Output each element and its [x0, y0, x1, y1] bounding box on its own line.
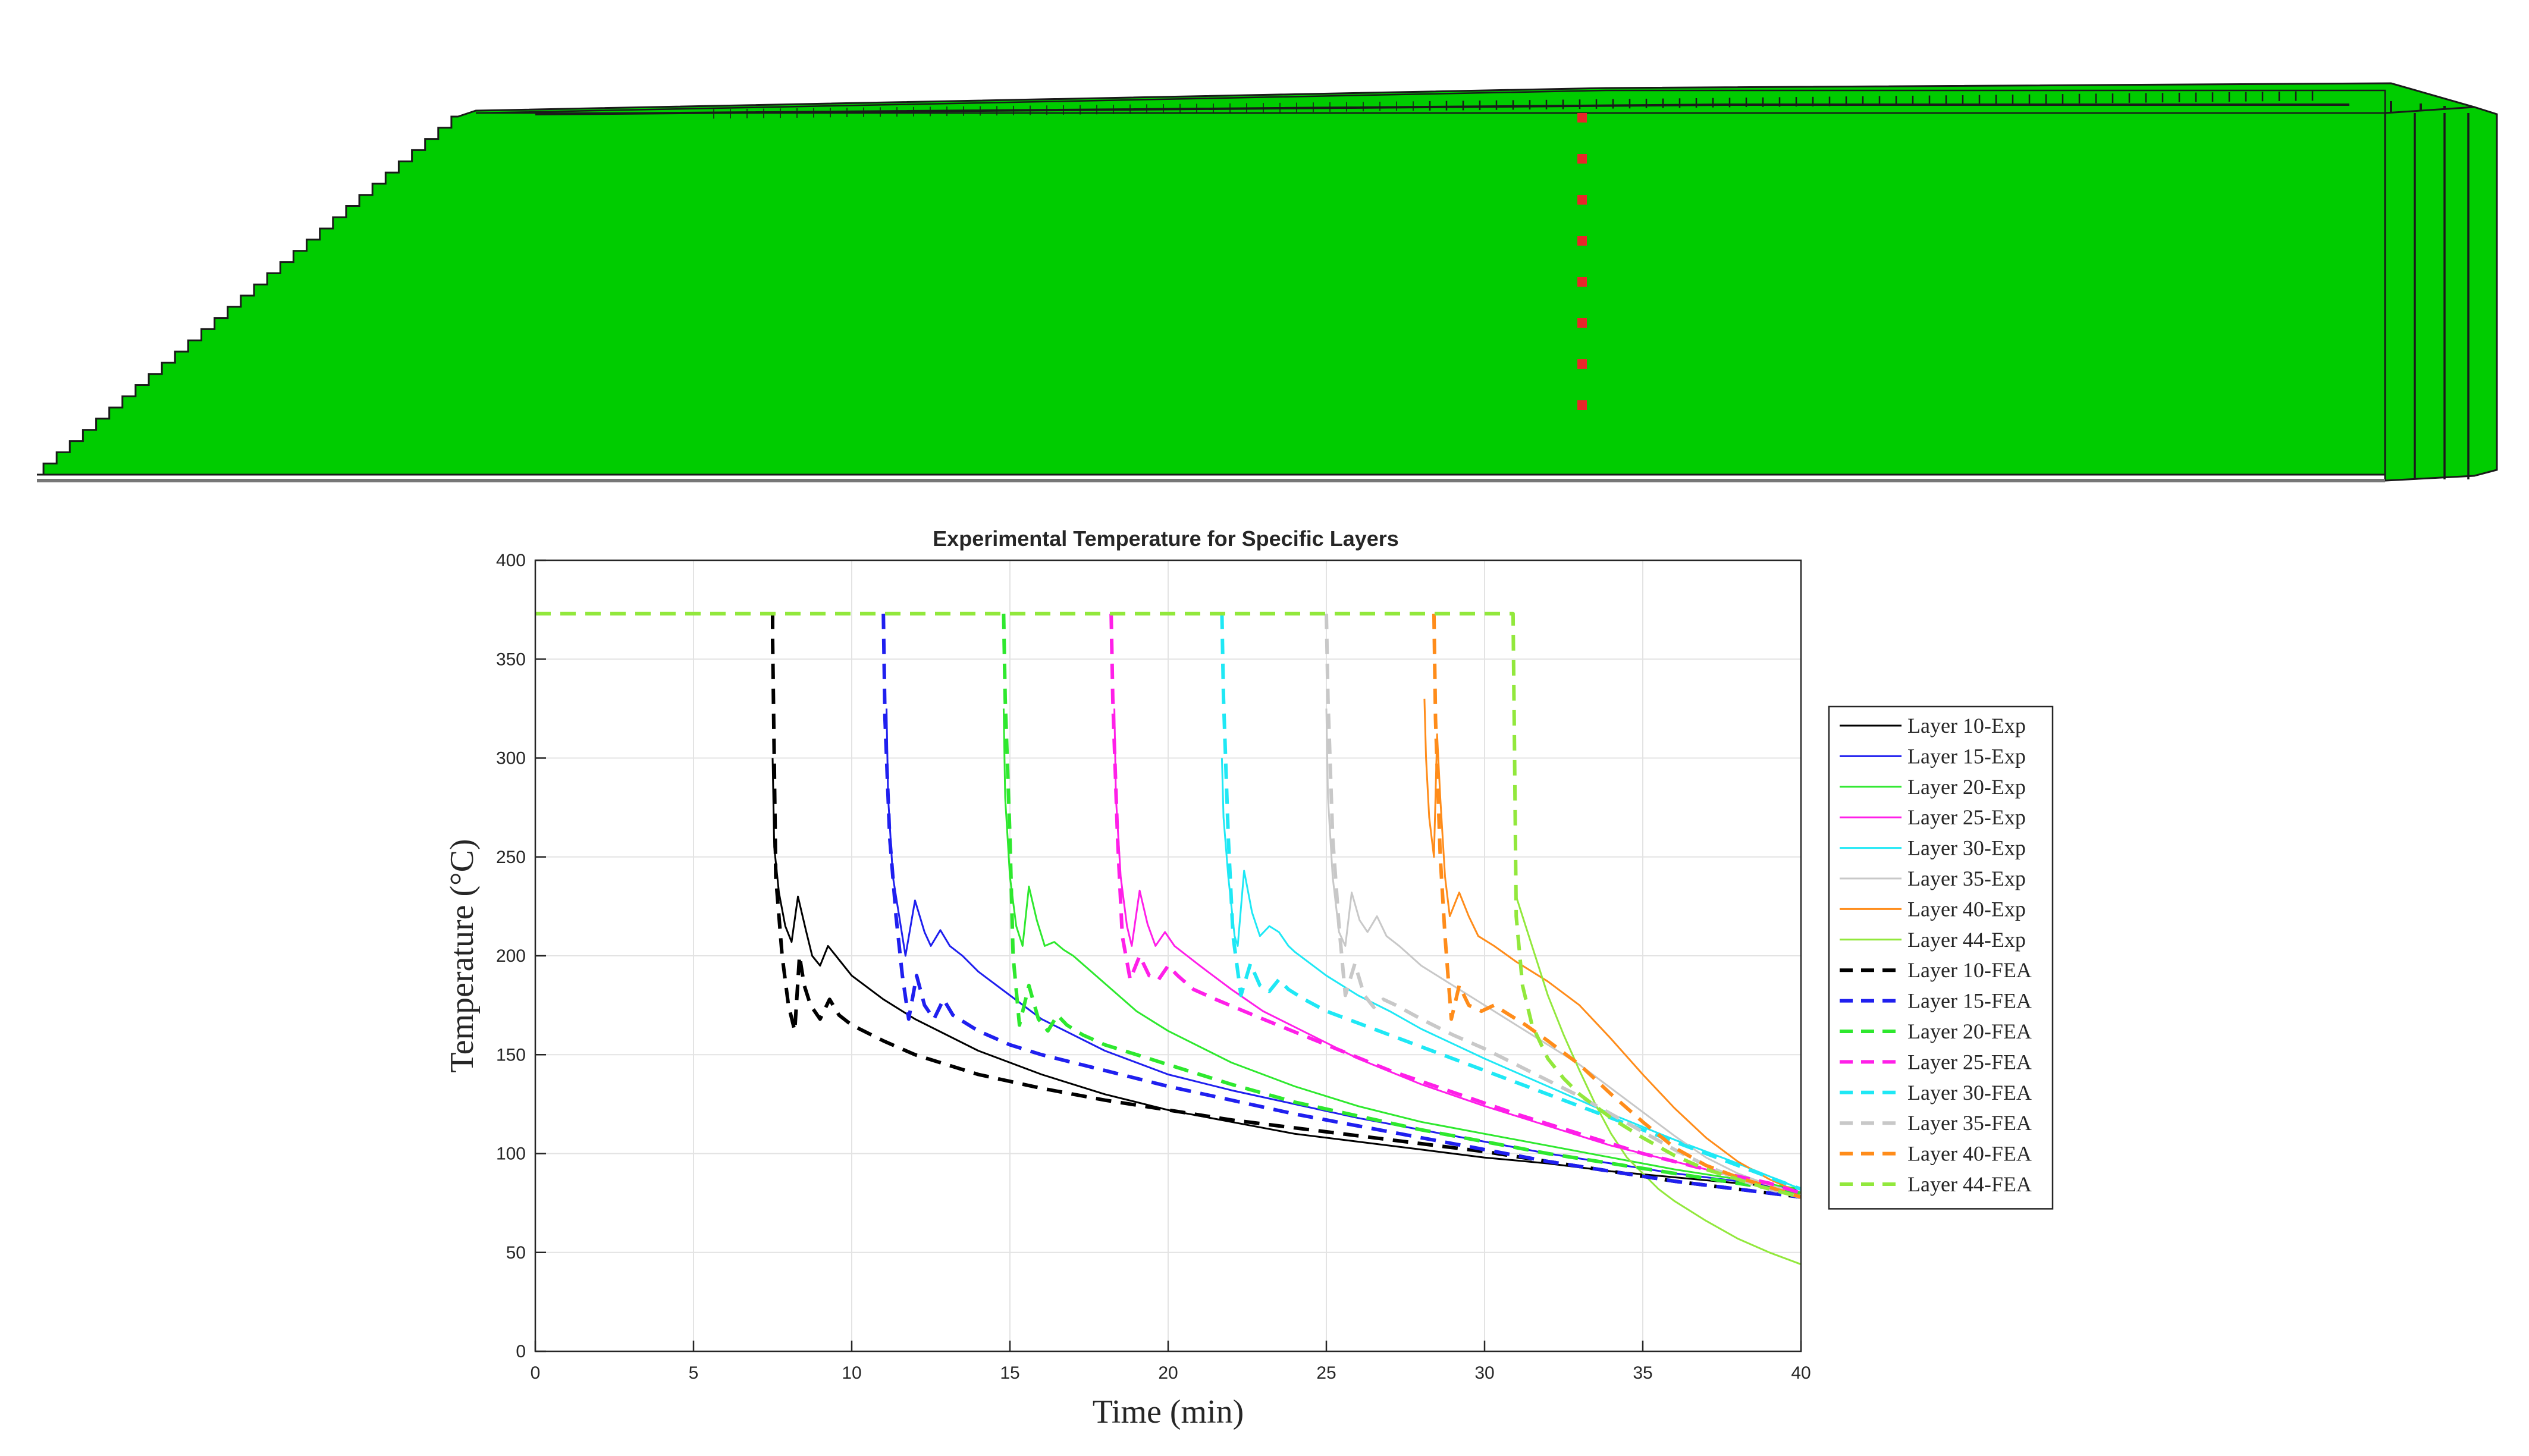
- y-tick-label: 250: [496, 848, 526, 867]
- y-tick-label: 100: [496, 1144, 526, 1164]
- y-tick-label: 50: [506, 1243, 526, 1263]
- y-tick-label: 200: [496, 946, 526, 966]
- series-line-layer-30-exp: [1220, 758, 1802, 1190]
- legend-entry-label: Layer 40-FEA: [1907, 1142, 2032, 1166]
- finite-element-model: [37, 82, 2498, 482]
- legend-entry-label: Layer 44-FEA: [1907, 1172, 2032, 1196]
- legend-entry-label: Layer 20-Exp: [1907, 775, 2026, 799]
- x-tick-label: 35: [1633, 1363, 1652, 1383]
- thermocouple-marker: [1577, 195, 1587, 205]
- legend-entry-label: Layer 15-Exp: [1907, 744, 2026, 768]
- legend-entry-label: Layer 15-FEA: [1907, 989, 2032, 1013]
- legend-entry-label: Layer 25-Exp: [1907, 805, 2026, 829]
- x-tick-label: 30: [1474, 1363, 1494, 1383]
- series-line-layer-40-exp: [1423, 698, 1802, 1194]
- legend: Layer 10-Exp Layer 15-Exp Layer 20-Exp Laye…: [1828, 705, 2054, 1210]
- thermocouple-markers: [1577, 113, 1587, 410]
- x-tick-label: 10: [842, 1363, 861, 1383]
- model-top-edge: [535, 103, 2349, 115]
- series-line-layer-44-exp: [1515, 896, 1802, 1266]
- series-line-layer-15-fea: [881, 613, 1802, 1199]
- y-tick-label: 150: [496, 1045, 526, 1065]
- thermocouple-marker: [1577, 359, 1587, 369]
- model-front-face: [37, 82, 2475, 476]
- series-line-layer-20-fea: [1002, 613, 1802, 1195]
- x-tick-label: 5: [689, 1363, 699, 1383]
- x-axis-label: Time (min): [1093, 1394, 1244, 1430]
- y-tick-label: 400: [496, 551, 526, 570]
- legend-entry-label: Layer 30-FEA: [1907, 1081, 2032, 1104]
- thermocouple-marker: [1577, 236, 1587, 246]
- thermocouple-marker: [1577, 400, 1587, 410]
- thermocouple-marker: [1577, 318, 1587, 328]
- legend-entry-label: Layer 10-FEA: [1907, 958, 2032, 982]
- legend-entry-label: Layer 20-FEA: [1907, 1019, 2032, 1043]
- series-line-layer-44-fea: [535, 611, 1802, 1199]
- y-axis-label: Temperature (°C): [444, 839, 481, 1072]
- chart-title: Experimental Temperature for Specific La…: [933, 526, 1399, 551]
- x-tick-label: 25: [1316, 1363, 1336, 1383]
- legend-entry-label: Layer 44-Exp: [1907, 928, 2026, 952]
- thermocouple-marker: [1577, 277, 1587, 287]
- series-line-layer-25-fea: [1109, 613, 1802, 1195]
- legend-entry-label: Layer 30-Exp: [1907, 836, 2026, 860]
- x-tick-label: 0: [531, 1363, 541, 1383]
- series-line-layer-35-fea: [1325, 613, 1802, 1199]
- x-tick-label: 40: [1791, 1363, 1811, 1383]
- legend-entry-label: Layer 35-Exp: [1907, 867, 2026, 890]
- data-series: [535, 611, 1802, 1266]
- thermocouple-marker: [1577, 154, 1587, 164]
- legend-entry-label: Layer 10-Exp: [1907, 714, 2026, 738]
- series-line-layer-25-exp: [1113, 708, 1802, 1194]
- layered-part-model: [37, 82, 2498, 482]
- thermocouple-marker: [1577, 113, 1587, 123]
- legend-entry-label: Layer 25-FEA: [1907, 1050, 2032, 1074]
- legend-entry-label: Layer 40-Exp: [1907, 897, 2026, 921]
- series-line-layer-35-exp: [1325, 708, 1802, 1194]
- legend-box: [1828, 705, 2054, 1210]
- series-line-layer-10-exp: [771, 758, 1802, 1190]
- series-line-layer-15-exp: [886, 708, 1802, 1190]
- y-tick-label: 350: [496, 649, 526, 669]
- y-tick-label: 300: [496, 749, 526, 768]
- series-line-layer-40-fea: [1432, 613, 1802, 1199]
- x-tick-label: 15: [1000, 1363, 1019, 1383]
- x-tick-label: 20: [1158, 1363, 1178, 1383]
- y-tick-label: 0: [516, 1342, 526, 1361]
- legend-entry-label: Layer 35-FEA: [1907, 1111, 2032, 1135]
- series-line-layer-20-exp: [1002, 708, 1802, 1190]
